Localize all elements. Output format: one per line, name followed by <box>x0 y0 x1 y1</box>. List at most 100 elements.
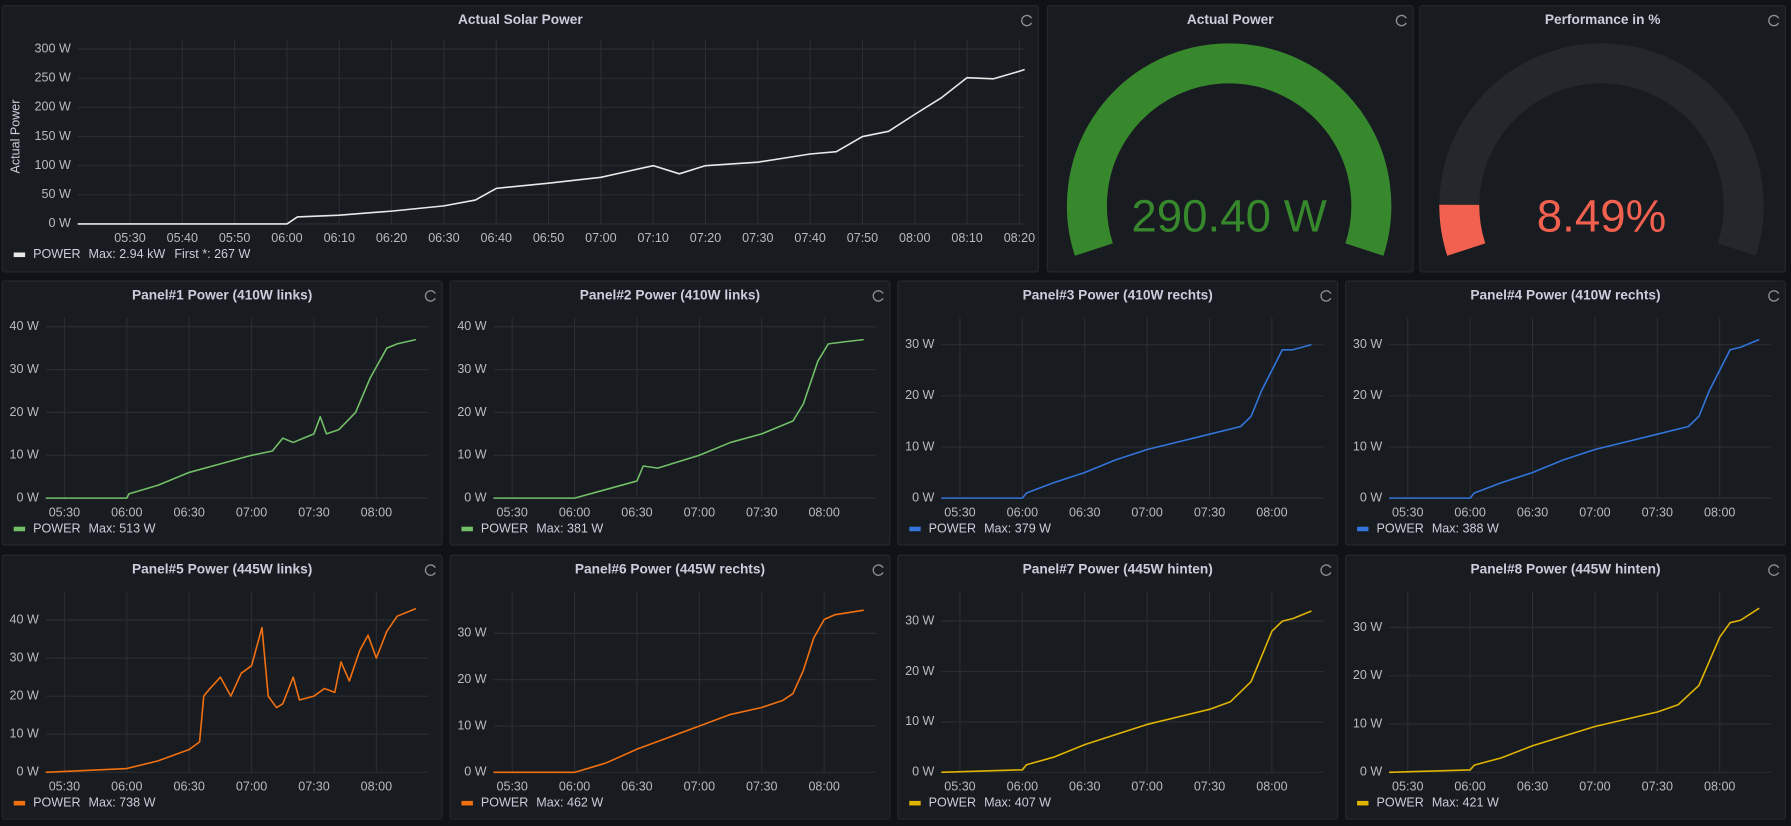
series-line <box>493 609 864 774</box>
refresh-icon <box>1320 564 1332 576</box>
legend-label: POWER <box>33 521 80 535</box>
x-tick-label: 06:20 <box>376 231 407 245</box>
gauge-value-arc <box>1439 204 1486 256</box>
y-tick-label: 0 W <box>49 216 71 230</box>
legend-label: POWER <box>1376 795 1423 809</box>
panel-title: Panel#5 Power (445W links) <box>132 562 312 577</box>
x-tick-label: 06:40 <box>481 231 512 245</box>
x-tick-label: 06:50 <box>533 231 564 245</box>
x-tick-label: 08:00 <box>1256 505 1287 519</box>
x-tick-label: 06:00 <box>111 505 142 519</box>
y-tick-label: 20 W <box>1353 668 1382 682</box>
x-tick-label: 05:40 <box>167 231 198 245</box>
x-tick-label: 08:00 <box>899 231 930 245</box>
x-tick-label: 07:00 <box>1579 505 1610 519</box>
refresh-icon <box>1395 14 1407 27</box>
x-tick-label: 06:30 <box>1069 505 1100 519</box>
refresh-icon <box>1021 14 1033 27</box>
y-tick-label: 50 W <box>42 187 71 201</box>
x-tick-label: 06:00 <box>559 779 590 793</box>
x-tick-label: 06:30 <box>173 505 204 519</box>
gauge-value-label: 290.40 W <box>1131 190 1327 241</box>
legend-label: POWER <box>33 795 80 809</box>
x-tick-label: 06:30 <box>428 231 459 245</box>
y-tick-label: 20 W <box>10 405 39 419</box>
x-tick-label: 07:30 <box>1194 779 1225 793</box>
x-tick-label: 06:30 <box>1517 779 1548 793</box>
x-tick-label: 07:00 <box>585 231 616 245</box>
x-tick-label: 07:00 <box>684 779 715 793</box>
x-tick-label: 05:30 <box>496 505 527 519</box>
panel-title: Panel#1 Power (410W links) <box>132 288 312 303</box>
series-line <box>941 610 1312 774</box>
y-tick-label: 20 W <box>905 388 934 402</box>
series-line <box>1389 607 1760 774</box>
y-tick-label: 0 W <box>17 765 39 779</box>
panel-title: Performance in % <box>1545 12 1661 27</box>
panel <box>1 5 1039 273</box>
y-tick-label: 30 W <box>10 362 39 376</box>
x-tick-label: 08:00 <box>1256 779 1287 793</box>
y-tick-label: 30 W <box>1353 620 1382 634</box>
legend-label: POWER <box>33 247 80 261</box>
gauge-value-label: 8.49% <box>1537 190 1667 241</box>
y-tick-label: 30 W <box>1353 337 1382 351</box>
x-tick-label: 07:30 <box>746 779 777 793</box>
x-tick-label: 07:30 <box>298 505 329 519</box>
x-tick-label: 07:30 <box>298 779 329 793</box>
x-tick-label: 05:30 <box>1392 505 1423 519</box>
refresh-icon <box>872 564 884 576</box>
panel <box>449 554 891 820</box>
legend-swatch <box>909 526 921 532</box>
x-tick-label: 06:30 <box>1069 779 1100 793</box>
legend-stat: Max: 421 W <box>1432 795 1499 809</box>
x-tick-label: 07:00 <box>1131 505 1162 519</box>
x-tick-label: 05:30 <box>1392 779 1423 793</box>
panel-title: Actual Solar Power <box>458 12 583 27</box>
x-tick-label: 07:30 <box>746 505 777 519</box>
legend-swatch <box>1357 526 1369 532</box>
panel-title: Panel#6 Power (445W rechts) <box>575 562 765 577</box>
y-tick-label: 30 W <box>457 362 486 376</box>
y-tick-label: 10 W <box>1353 439 1382 453</box>
x-tick-label: 07:00 <box>684 505 715 519</box>
x-tick-label: 06:30 <box>1517 505 1548 519</box>
x-tick-label: 07:00 <box>1579 779 1610 793</box>
x-tick-label: 06:30 <box>621 505 652 519</box>
y-tick-label: 20 W <box>1353 388 1382 402</box>
x-tick-label: 06:30 <box>621 779 652 793</box>
series-line <box>77 68 1025 225</box>
y-tick-label: 10 W <box>10 727 39 741</box>
x-tick-label: 05:30 <box>944 779 975 793</box>
legend-swatch <box>461 526 473 532</box>
legend-swatch <box>909 800 921 806</box>
x-tick-label: 07:00 <box>236 505 267 519</box>
series-line <box>45 607 417 774</box>
legend-label: POWER <box>929 795 976 809</box>
legend-stat: Max: 379 W <box>984 521 1051 535</box>
refresh-icon <box>424 564 436 576</box>
refresh-icon <box>1768 290 1780 302</box>
x-tick-label: 06:00 <box>1007 779 1038 793</box>
y-tick-label: 10 W <box>10 448 39 462</box>
legend-stat: Max: 407 W <box>984 795 1051 809</box>
panel <box>1345 554 1786 820</box>
x-tick-label: 06:00 <box>559 505 590 519</box>
legend-swatch <box>461 800 473 806</box>
series-line <box>45 338 417 499</box>
y-tick-label: 40 W <box>457 319 486 333</box>
panel-title: Panel#7 Power (445W hinten) <box>1023 562 1213 577</box>
gauge-track <box>1439 43 1764 256</box>
x-tick-label: 07:30 <box>1642 505 1673 519</box>
legend-swatch <box>13 252 26 258</box>
panel-title: Panel#2 Power (410W links) <box>580 288 760 303</box>
y-tick-label: 0 W <box>1360 765 1382 779</box>
x-tick-label: 05:30 <box>49 779 80 793</box>
y-tick-label: 10 W <box>1353 716 1382 730</box>
legend-stat: Max: 738 W <box>89 795 156 809</box>
y-tick-label: 10 W <box>457 448 486 462</box>
panel-title: Panel#3 Power (410W rechts) <box>1023 288 1213 303</box>
x-tick-label: 08:00 <box>808 505 839 519</box>
legend-label: POWER <box>929 521 976 535</box>
